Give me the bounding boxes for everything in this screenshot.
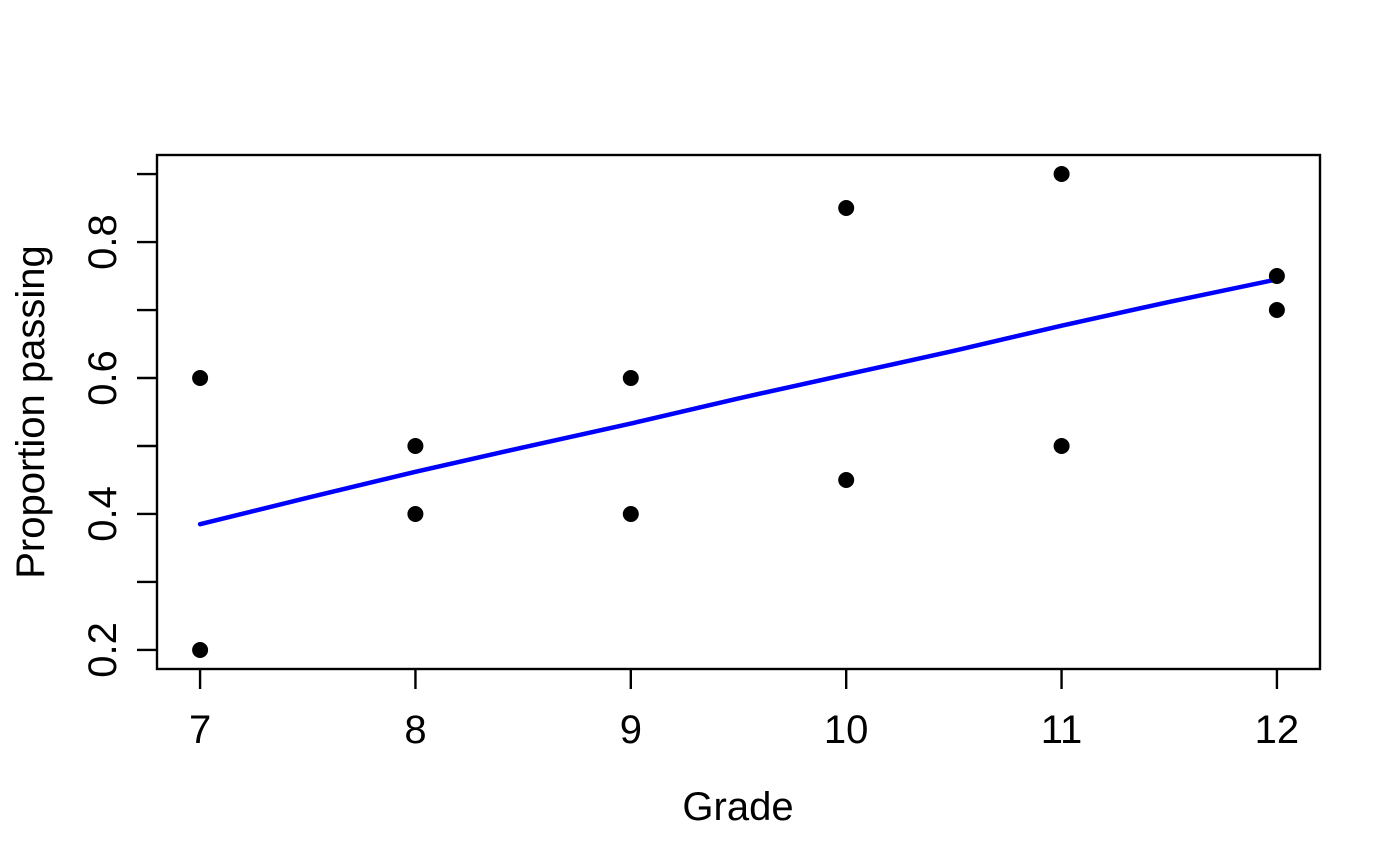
data-point — [838, 472, 855, 488]
data-point — [192, 370, 209, 386]
x-axis-title: Grade — [682, 785, 793, 829]
data-point — [1053, 438, 1070, 454]
x-tick-label: 9 — [620, 708, 642, 752]
data-point — [192, 642, 209, 658]
data-point — [1268, 268, 1285, 284]
y-tick-label: 0.4 — [81, 486, 125, 542]
x-axis: 7 8 9 10 11 12 — [189, 669, 1299, 752]
y-tick-label: 0.8 — [81, 214, 125, 270]
data-point — [407, 438, 424, 454]
data-point — [838, 200, 855, 216]
data-point — [1053, 166, 1070, 182]
y-axis: 0.2 0.4 0.6 0.8 — [81, 172, 157, 678]
x-tick-label: 12 — [1255, 708, 1300, 752]
y-tick-label: 0.2 — [81, 622, 125, 678]
data-point — [1268, 302, 1285, 318]
fit-trend-line — [197, 277, 1280, 527]
y-tick-label: 0.6 — [81, 350, 125, 406]
x-tick-label: 8 — [404, 708, 426, 752]
data-points — [192, 166, 1285, 658]
x-tick-label: 7 — [189, 708, 211, 752]
x-tick-label: 10 — [824, 708, 869, 752]
x-tick-label: 11 — [1041, 708, 1083, 752]
data-point — [622, 506, 639, 522]
y-axis-title: Proportion passing — [9, 245, 53, 579]
data-point — [407, 506, 424, 522]
data-point — [622, 370, 639, 386]
plot-area-border — [155, 153, 1322, 671]
